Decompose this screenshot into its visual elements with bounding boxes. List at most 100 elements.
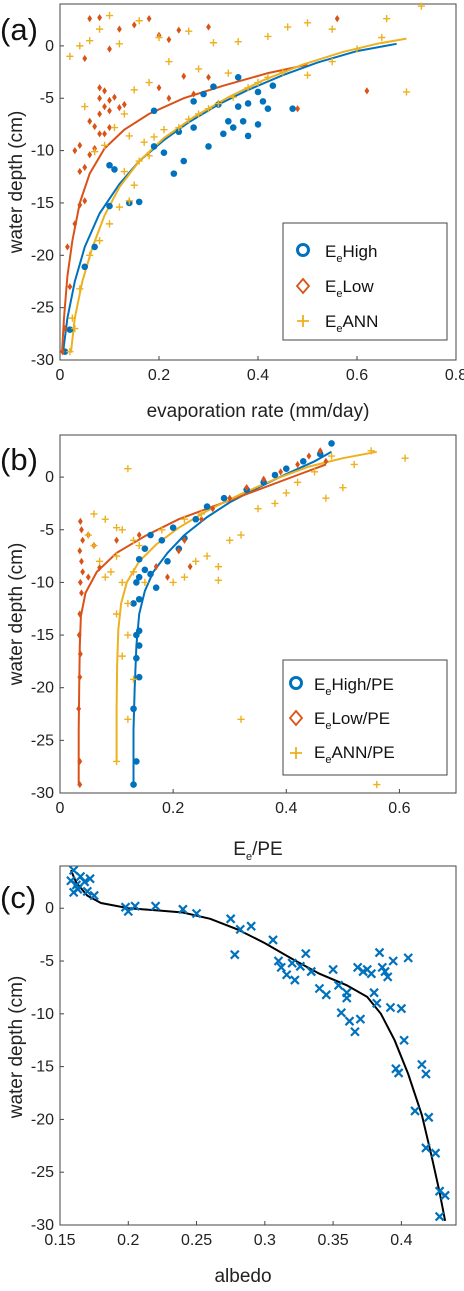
data-point <box>180 515 189 523</box>
data-point <box>135 17 143 25</box>
data-point <box>97 130 102 138</box>
panel-a-legend-box <box>282 222 448 341</box>
data-point <box>141 545 149 553</box>
data-point <box>355 1014 366 1024</box>
x-tick-label: 0.2 <box>162 800 184 817</box>
y-tick-label: -10 <box>31 574 54 591</box>
data-point <box>97 110 102 118</box>
panel-b-label: (b) <box>0 442 38 477</box>
data-point <box>328 440 335 447</box>
y-tick-label: -5 <box>40 90 54 107</box>
data-point <box>209 39 218 47</box>
x-tick-label: 0.4 <box>275 800 297 817</box>
data-point <box>135 555 143 563</box>
data-point <box>66 348 74 356</box>
data-point <box>107 107 112 115</box>
data-point <box>299 458 307 465</box>
data-point <box>91 148 99 156</box>
data-point <box>268 935 278 945</box>
y-tick-label: -30 <box>31 352 54 369</box>
y-tick-label: -25 <box>31 732 54 749</box>
data-point <box>107 568 115 576</box>
data-point <box>145 78 153 87</box>
x-tick-label: 0 <box>56 800 65 817</box>
data-point <box>80 568 86 576</box>
data-point <box>327 452 336 460</box>
data-point <box>197 510 206 518</box>
legend-a-high-label: EeHigh <box>325 242 377 265</box>
data-point <box>273 956 284 966</box>
data-point <box>225 117 232 125</box>
data-point <box>120 167 128 176</box>
data-point <box>294 478 302 486</box>
data-point <box>100 141 109 149</box>
data-point <box>421 1069 431 1079</box>
data-point <box>388 956 398 966</box>
data-point <box>97 14 102 22</box>
panel-c-label: (c) <box>0 880 36 915</box>
data-point <box>206 23 211 31</box>
x-tick-label: 0 <box>56 367 65 384</box>
y-tick-label: -5 <box>40 522 54 539</box>
data-point <box>229 124 237 131</box>
data-point <box>203 503 211 510</box>
data-point <box>86 37 94 45</box>
data-point <box>141 578 149 587</box>
data-point <box>185 27 193 35</box>
data-point <box>124 715 132 723</box>
data-point <box>339 484 347 492</box>
data-point <box>77 650 83 658</box>
data-point <box>169 524 177 531</box>
data-point <box>169 578 177 587</box>
data-point <box>102 130 107 138</box>
data-point <box>135 673 143 681</box>
panel-a-legend: EeHigh EeLow EeANN <box>282 222 448 341</box>
data-point <box>152 584 160 591</box>
data-point <box>284 23 292 31</box>
data-point <box>117 104 122 112</box>
data-point <box>254 88 262 96</box>
data-point <box>90 541 98 550</box>
data-point <box>136 531 142 539</box>
data-point <box>175 123 183 132</box>
data-point <box>131 21 137 29</box>
data-point <box>195 65 203 73</box>
panel-b-legend: EeHigh/PE EeLow/PE EeANN/PE <box>282 659 448 776</box>
data-point <box>178 904 188 915</box>
data-point <box>96 237 104 245</box>
y-tick-label: 0 <box>45 469 54 486</box>
data-point <box>124 631 132 639</box>
y-tick-label: 0 <box>45 38 54 55</box>
data-point <box>130 86 138 94</box>
legend-b-ann-marker <box>290 747 302 759</box>
data-point <box>341 993 352 1003</box>
data-point <box>440 1190 450 1201</box>
data-point <box>158 526 166 534</box>
data-point <box>421 1143 431 1153</box>
data-point <box>192 557 200 565</box>
data-point <box>160 126 168 134</box>
data-point <box>350 460 358 469</box>
data-point <box>135 198 143 206</box>
data-point <box>77 780 83 789</box>
data-point <box>264 105 272 113</box>
data-point <box>254 78 262 87</box>
data-point <box>321 990 332 1000</box>
data-point <box>191 908 202 919</box>
data-point <box>334 15 340 23</box>
data-point <box>281 969 292 980</box>
data-point <box>87 117 93 125</box>
data-point <box>227 494 233 502</box>
data-point <box>244 84 252 92</box>
data-point <box>225 914 236 924</box>
data-point <box>210 83 217 91</box>
legend-a-ann-marker <box>297 315 309 327</box>
data-point <box>80 536 86 544</box>
data-point <box>156 84 162 92</box>
legend-b-high-label: EeHigh/PE <box>314 675 394 698</box>
data-point <box>114 536 119 544</box>
data-point <box>295 105 300 113</box>
data-point <box>133 654 140 662</box>
data-point <box>317 447 323 455</box>
data-point <box>135 595 143 603</box>
